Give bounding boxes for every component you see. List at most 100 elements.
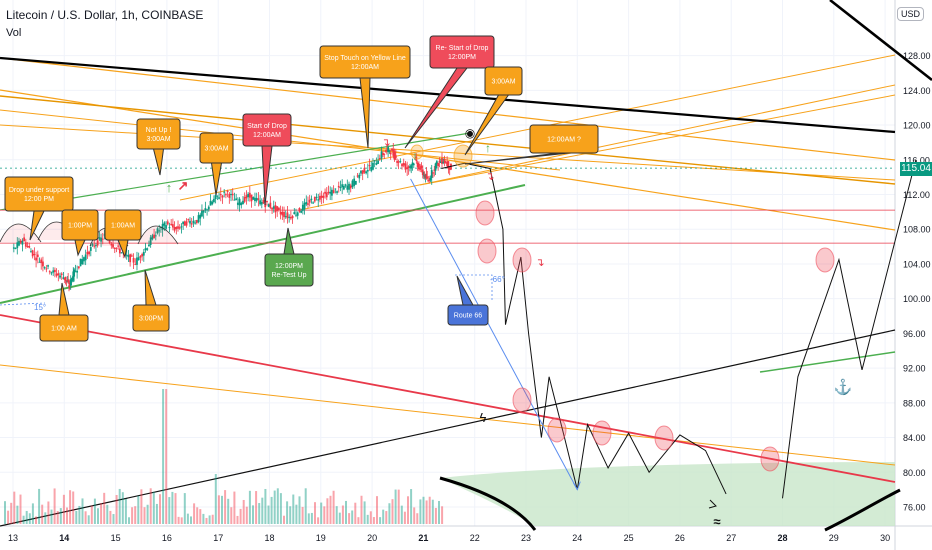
x-tick-label: 28 bbox=[777, 533, 787, 543]
candle-body bbox=[312, 202, 315, 204]
candle-body bbox=[65, 280, 68, 282]
candle-body bbox=[267, 204, 270, 207]
annotation-callout[interactable]: 1:00PM bbox=[61, 209, 99, 257]
candle-body bbox=[235, 198, 238, 200]
x-tick-label: 18 bbox=[264, 533, 274, 543]
y-tick-label: 100.00 bbox=[903, 294, 931, 304]
annotation-callout[interactable]: Route 66 bbox=[447, 275, 489, 326]
volume-bar bbox=[366, 514, 369, 524]
candle-body bbox=[216, 195, 219, 197]
annotation-callout[interactable]: 12:00AM ? bbox=[464, 124, 599, 165]
volume-bar bbox=[121, 492, 124, 524]
callout-box bbox=[4, 176, 74, 212]
candle-body bbox=[300, 210, 303, 213]
volume-bar bbox=[270, 496, 273, 524]
annotation-callout[interactable]: Re- Start of Drop 12:00PM bbox=[404, 35, 495, 149]
callout-text: 12:00PM bbox=[275, 263, 303, 270]
candle-body bbox=[264, 203, 267, 208]
volume-bar bbox=[357, 517, 360, 524]
grid bbox=[0, 0, 895, 526]
callout-box bbox=[484, 66, 523, 96]
candle-body bbox=[68, 285, 70, 287]
callout-box bbox=[199, 132, 234, 164]
candle-body bbox=[310, 198, 313, 201]
candle-body bbox=[64, 276, 67, 282]
symbol-title[interactable]: Litecoin / U.S. Dollar, 1h, COINBASE bbox=[6, 8, 204, 22]
annotation-callout[interactable]: 1:00 AM bbox=[39, 282, 89, 342]
volume-bar bbox=[16, 505, 19, 524]
annotation-callout[interactable]: 3:00AM bbox=[464, 66, 523, 156]
candle-body bbox=[35, 257, 37, 261]
annotation-callout[interactable]: Start of Drop 12:00AM bbox=[242, 113, 292, 206]
candle-body bbox=[171, 224, 174, 228]
candle-body bbox=[91, 244, 94, 246]
arrow-up-icon: ↑ bbox=[166, 180, 173, 195]
annotation-callout[interactable]: Not Up ! 3:00AM bbox=[136, 118, 181, 176]
trendline-green-right bbox=[759, 351, 896, 373]
callout-text: 12:00 PM bbox=[24, 196, 54, 203]
annotation-callout[interactable]: Stop Touch on Yellow Line 12:00AM bbox=[319, 45, 411, 149]
last-price-label: 115.04 bbox=[900, 162, 932, 176]
candle-body bbox=[55, 273, 58, 276]
candle-body bbox=[238, 198, 241, 206]
candle-body bbox=[439, 161, 442, 163]
y-tick-label: 88.00 bbox=[903, 398, 926, 408]
candle-body bbox=[33, 253, 36, 255]
volume-bar bbox=[155, 503, 158, 524]
candle-body bbox=[108, 240, 111, 244]
volume-bar bbox=[372, 517, 375, 524]
volume-bar bbox=[4, 501, 6, 524]
y-tick-label: 76.00 bbox=[903, 502, 926, 512]
candle-body bbox=[332, 190, 335, 194]
volume-bar bbox=[360, 495, 363, 524]
volume-bar bbox=[93, 498, 96, 524]
volume-bar bbox=[224, 490, 227, 524]
candle-body bbox=[158, 230, 161, 232]
volume-indicator-label[interactable]: Vol bbox=[6, 27, 22, 39]
candle-body bbox=[52, 270, 55, 273]
volume-bar bbox=[264, 488, 267, 524]
candle-body bbox=[190, 223, 193, 225]
candle-body bbox=[295, 214, 297, 216]
candle-body bbox=[272, 206, 275, 209]
candle-body bbox=[206, 209, 208, 211]
currency-button[interactable]: USD bbox=[896, 7, 924, 21]
y-tick-label: 124.00 bbox=[903, 86, 931, 96]
callout-pointer bbox=[261, 145, 273, 206]
candle-body bbox=[412, 163, 415, 166]
annotation-callout[interactable]: Drop under support 12:00 PM bbox=[4, 176, 74, 241]
candle-body bbox=[47, 265, 49, 267]
callout-text: 1:00AM bbox=[111, 223, 135, 230]
annotation-callout[interactable]: 3:00AM bbox=[199, 132, 234, 196]
volume-bar bbox=[56, 511, 59, 524]
annotation-callout[interactable]: 1:00AM bbox=[104, 209, 142, 259]
candle-body bbox=[45, 268, 48, 270]
volume-bar bbox=[332, 490, 335, 524]
volume-bar bbox=[146, 504, 149, 524]
volume-bar bbox=[84, 511, 87, 524]
candle-body bbox=[242, 200, 244, 205]
candle-body bbox=[151, 235, 154, 240]
volume-bar bbox=[292, 494, 295, 524]
candle-body bbox=[409, 166, 411, 168]
trendline-dark-orange bbox=[0, 95, 896, 185]
candle-body bbox=[331, 189, 333, 196]
candle-body bbox=[101, 238, 104, 240]
volume-bar bbox=[363, 501, 366, 524]
annotation-callout[interactable]: 12:00PM Re-Test Up bbox=[264, 227, 314, 287]
volume-bar bbox=[134, 506, 137, 524]
volume-bar bbox=[100, 503, 103, 524]
volume-bar bbox=[81, 498, 84, 524]
candle-body bbox=[207, 206, 210, 210]
volume-bar bbox=[180, 517, 183, 524]
volume-bar bbox=[103, 492, 106, 524]
x-tick-label: 17 bbox=[213, 533, 223, 543]
candle-body bbox=[156, 228, 159, 234]
volume-bar bbox=[233, 491, 236, 524]
highlight-circle-orange bbox=[410, 144, 424, 160]
candle-body bbox=[313, 197, 316, 202]
annotation-callout[interactable]: 3:00PM bbox=[132, 269, 170, 332]
volume-bar bbox=[379, 517, 382, 524]
